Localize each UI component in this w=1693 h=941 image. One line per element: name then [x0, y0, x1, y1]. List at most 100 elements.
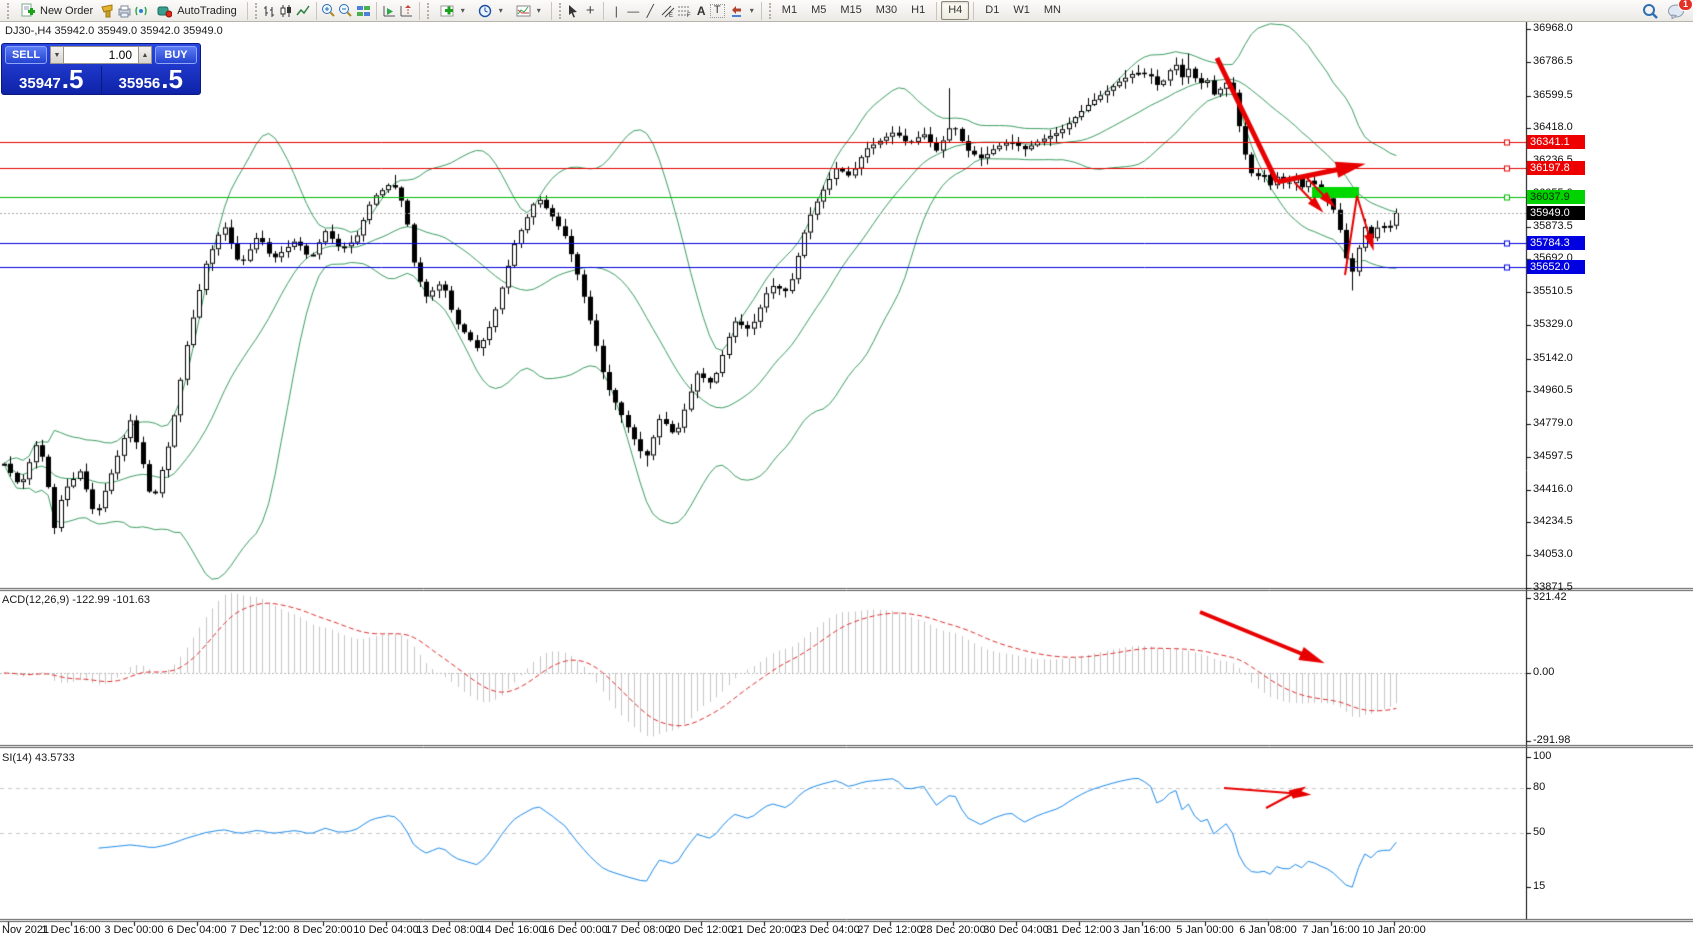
price-axis-tick: 33871.5 — [1533, 581, 1573, 593]
rsi-axis-tick: 15 — [1533, 879, 1546, 892]
buy-price[interactable]: 35956 .5 — [102, 66, 201, 94]
search-icon[interactable] — [1642, 2, 1659, 19]
time-axis-label: 17 Dec 08:00 — [605, 924, 671, 936]
macd-axis-tick: 0.00 — [1533, 665, 1555, 678]
timeframe-group: M1 M5 M15 M30 H1 H4 D1 W1 MN — [775, 1, 1068, 20]
toolbar: New Order AutoTrading — [0, 0, 1693, 22]
price-tag-36341.1: 36341.1 — [1527, 135, 1585, 150]
bar-chart-mode-icon[interactable] — [261, 2, 278, 19]
caret-down-icon: ▾ — [498, 6, 503, 15]
time-axis-label: 31 Dec 12:00 — [1046, 924, 1112, 936]
new-order-label: New Order — [40, 4, 94, 17]
volume-decrease-button[interactable]: ▼ — [50, 46, 64, 64]
time-axis-label: 23 Dec 04:00 — [794, 924, 860, 936]
text-tool-icon[interactable]: A — [696, 3, 706, 18]
time-axis-label: Nov 2021 — [2, 924, 50, 936]
buy-button[interactable]: BUY — [155, 46, 197, 64]
trendline-tool-icon[interactable]: ╱ — [646, 3, 654, 18]
chart-profile-icon[interactable] — [99, 2, 116, 19]
time-axis-label: 30 Dec 04:00 — [983, 924, 1049, 936]
cursor-icon[interactable] — [565, 2, 582, 19]
crosshair-icon[interactable]: + — [585, 2, 595, 19]
time-axis-label: 5 Jan 00:00 — [1176, 924, 1234, 936]
sell-button[interactable]: SELL — [5, 46, 47, 64]
caret-down-icon: ▾ — [460, 6, 465, 15]
price-axis-tick: 35142.0 — [1533, 351, 1573, 364]
macd-axis-tick: 321.42 — [1533, 590, 1567, 603]
price-axis-tick: 34960.5 — [1533, 384, 1573, 397]
time-axis-label: 10 Jan 20:00 — [1362, 924, 1426, 936]
autotrading-label: AutoTrading — [177, 4, 237, 17]
indicators-button[interactable]: ▾ — [433, 1, 471, 21]
price-axis-tick: 35510.5 — [1533, 285, 1573, 298]
zoom-in-icon[interactable] — [321, 2, 338, 19]
price-axis-tick: 35329.0 — [1533, 317, 1573, 330]
buy-price-frac: .5 — [161, 64, 183, 94]
time-axis-label: 1 Dec 16:00 — [41, 924, 101, 936]
timeframe-mn-button[interactable]: MN — [1043, 4, 1061, 16]
timeframe-m30-button[interactable]: M30 — [875, 4, 898, 16]
time-axis-label: 6 Dec 04:00 — [167, 924, 227, 936]
zoom-out-icon[interactable] — [338, 2, 355, 19]
rsi-axis-tick: 50 — [1533, 826, 1546, 839]
price-tag-35652.0: 35652.0 — [1527, 259, 1585, 274]
candlestick-mode-icon[interactable] — [278, 2, 295, 19]
price-chart-canvas[interactable] — [0, 22, 1693, 941]
macd-label: ACD(12,26,9) -122.99 -101.63 — [2, 594, 150, 606]
price-axis-tick: 34597.5 — [1533, 449, 1573, 462]
autotrading-button[interactable]: AutoTrading — [150, 1, 243, 21]
new-order-icon — [19, 2, 36, 19]
time-axis-label: 14 Dec 16:00 — [479, 924, 545, 936]
time-axis-label: 8 Dec 20:00 — [293, 924, 353, 936]
svg-text:F: F — [687, 13, 691, 18]
volume-input[interactable]: 1.00 — [64, 46, 138, 64]
horizontal-line-tool-icon[interactable]: — — [627, 3, 640, 18]
templates-icon — [515, 2, 532, 19]
toolbar-grip — [7, 2, 10, 19]
timeframe-d1-button[interactable]: D1 — [985, 4, 1000, 16]
fibonacci-tool-icon[interactable]: F — [676, 2, 693, 19]
timeframe-m5-button[interactable]: M5 — [811, 4, 827, 16]
timeframe-m15-button[interactable]: M15 — [840, 4, 862, 16]
line-chart-mode-icon[interactable] — [295, 2, 312, 19]
new-order-button[interactable]: New Order — [13, 1, 99, 21]
arrows-tool-button[interactable]: ▾ — [725, 1, 757, 21]
macd-axis-tick: -291.98 — [1533, 734, 1571, 747]
time-axis-label: 21 Dec 20:00 — [731, 924, 797, 936]
price-tag-35949.0: 35949.0 — [1527, 205, 1585, 220]
time-axis-label: 16 Dec 00:00 — [542, 924, 608, 936]
periods-button[interactable]: ▾ — [471, 1, 509, 21]
time-axis-label: 20 Dec 12:00 — [668, 924, 734, 936]
notifications-icon[interactable]: 1 — [1665, 0, 1693, 19]
print-icon[interactable] — [116, 2, 133, 19]
clock-icon — [477, 2, 494, 19]
time-axis-label: 7 Jan 16:00 — [1302, 924, 1360, 936]
price-axis-tick: 34053.0 — [1533, 548, 1573, 561]
auto-scroll-icon[interactable] — [381, 2, 398, 19]
price-axis-tick: 36968.0 — [1533, 22, 1573, 34]
notification-badge: 1 — [1677, 0, 1693, 11]
channel-tool-icon[interactable]: E — [659, 2, 676, 19]
chart-shift-icon[interactable] — [398, 2, 415, 19]
time-axis-label: 3 Jan 16:00 — [1113, 924, 1171, 936]
tile-windows-icon[interactable] — [355, 2, 372, 19]
time-axis-label: 3 Dec 00:00 — [104, 924, 164, 936]
time-axis-label: 27 Dec 12:00 — [857, 924, 923, 936]
time-axis-label: 13 Dec 08:00 — [416, 924, 482, 936]
templates-button[interactable]: ▾ — [509, 1, 547, 21]
timeframe-h4-button[interactable]: H4 — [941, 1, 970, 20]
time-axis-label: 10 Dec 04:00 — [353, 924, 419, 936]
sell-price[interactable]: 35947 .5 — [2, 66, 102, 94]
text-label-tool-icon[interactable]: T — [709, 3, 725, 18]
chart-ohlc-title: DJ30-,H4 35942.0 35949.0 35942.0 35949.0 — [5, 25, 223, 37]
vertical-line-tool-icon[interactable]: | — [614, 3, 618, 18]
buy-price-int: 35956 — [118, 75, 161, 92]
timeframe-h1-button[interactable]: H1 — [911, 4, 926, 16]
signal-icon[interactable] — [133, 2, 150, 19]
one-click-trading-panel: SELL ▼ 1.00 ▲ BUY 35947 .5 35956 .5 — [1, 43, 201, 95]
price-axis-tick: 36599.5 — [1533, 88, 1573, 101]
timeframe-w1-button[interactable]: W1 — [1013, 4, 1030, 16]
time-axis-label: 28 Dec 20:00 — [920, 924, 986, 936]
timeframe-m1-button[interactable]: M1 — [781, 4, 798, 16]
volume-increase-button[interactable]: ▲ — [138, 46, 152, 64]
